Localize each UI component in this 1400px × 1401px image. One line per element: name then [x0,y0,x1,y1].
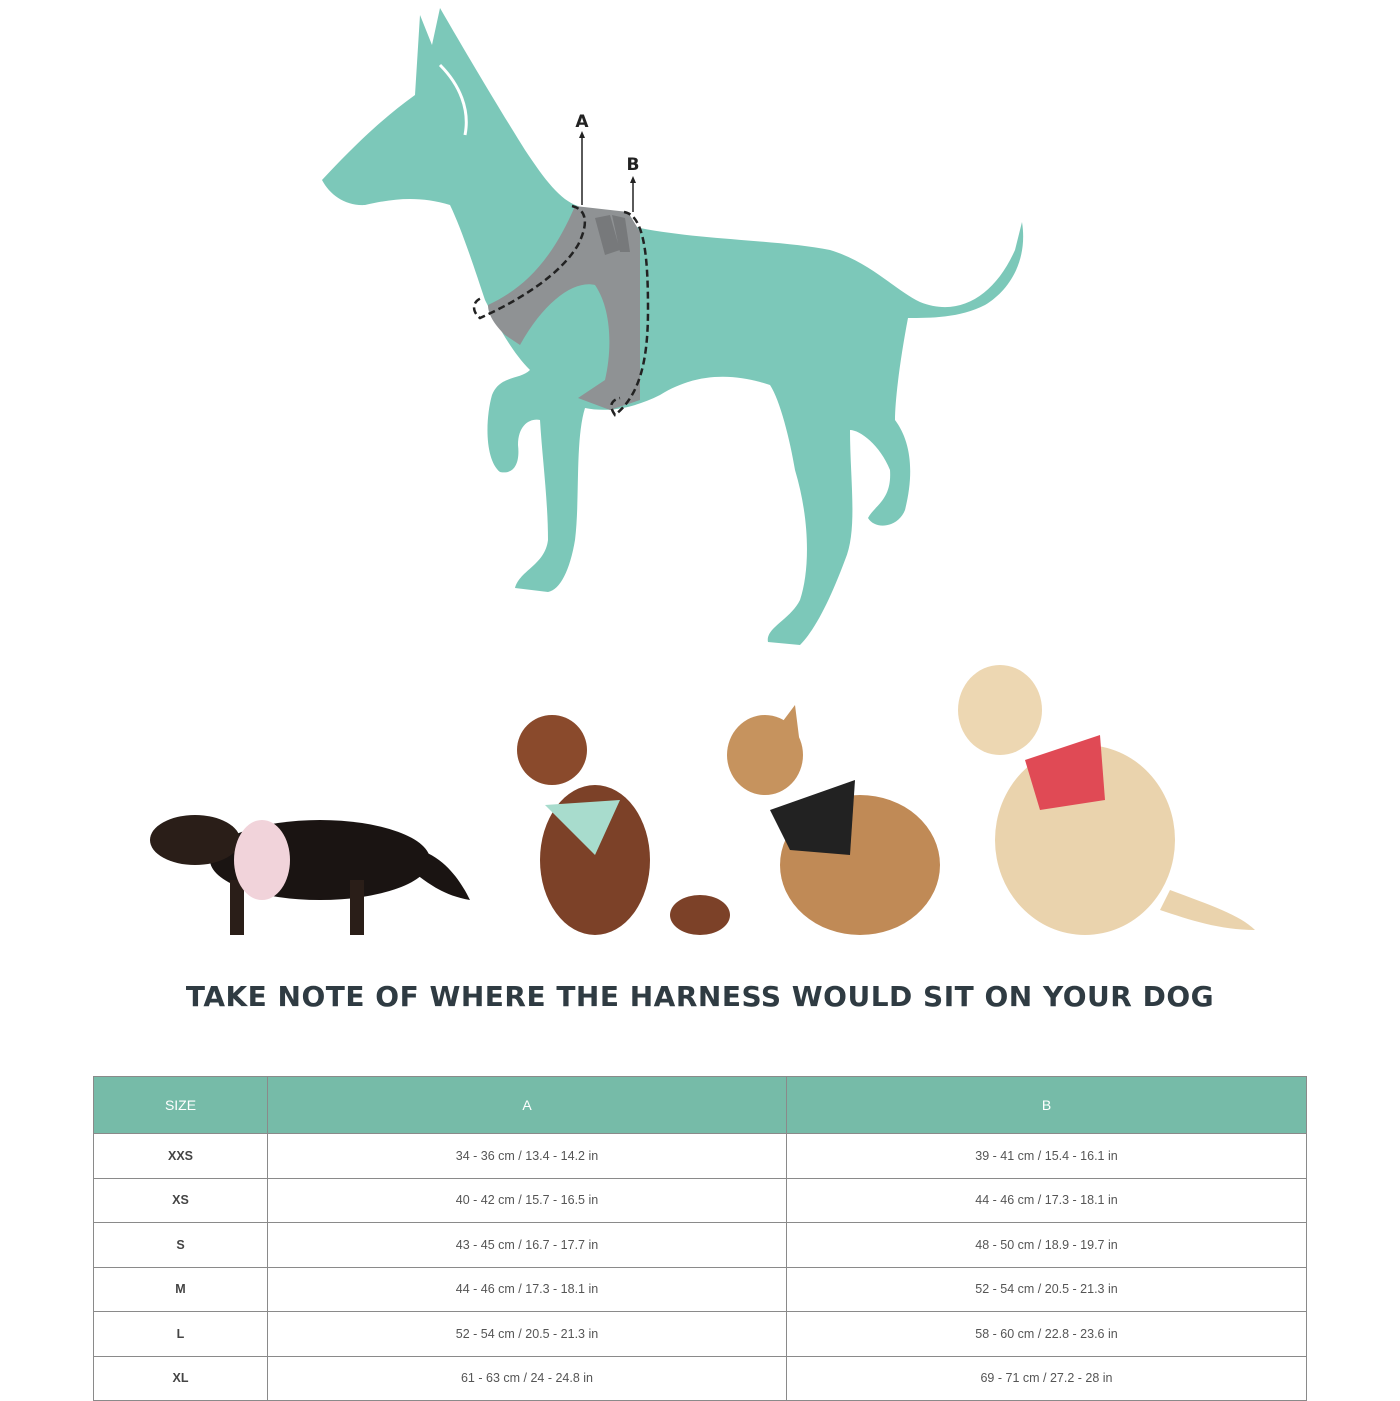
dog-silhouette [322,8,1024,645]
measurement-a-cell: 34 - 36 cm / 13.4 - 14.2 in [267,1133,787,1179]
size-cell: XXS [93,1133,268,1179]
dog-photos-row [150,665,1255,935]
measurement-a-dashed-line [472,204,586,320]
size-cell: XS [93,1177,268,1223]
photo-poodle [517,715,730,935]
measurement-b-cell: 69 - 71 cm / 27.2 - 28 in [786,1355,1307,1401]
table-row: XL 61 - 63 cm / 24 - 24.8 in 69 - 71 cm / … [93,1355,1307,1401]
size-cell: L [93,1311,268,1357]
harness-illustration [488,206,640,410]
measurement-a-cell: 52 - 54 cm / 20.5 - 21.3 in [267,1311,787,1357]
table-row: XXS 34 - 36 cm / 13.4 - 14.2 in 39 - 41 cm… [93,1133,1307,1179]
size-cell: M [93,1266,268,1312]
measurement-a-cell: 44 - 46 cm / 17.3 - 18.1 in [267,1266,787,1312]
measurement-b-cell: 58 - 60 cm / 22.8 - 23.6 in [786,1311,1307,1357]
measurement-a-cell: 40 - 42 cm / 15.7 - 16.5 in [267,1177,787,1223]
measurement-b-cell: 52 - 54 cm / 20.5 - 21.3 in [786,1266,1307,1312]
photo-dachshund [150,815,470,935]
measurement-b-dashed-line [610,210,650,417]
label-b: B [627,155,640,175]
table-row: L 52 - 54 cm / 20.5 - 21.3 in 58 - 60 cm /… [93,1311,1307,1357]
table-header-row: SIZE A B [93,1076,1307,1134]
measurement-b-cell: 44 - 46 cm / 17.3 - 18.1 in [786,1177,1307,1223]
size-cell: S [93,1222,268,1268]
size-chart-table: SIZE A B XXS 34 - 36 cm / 13.4 - 14.2 in 3… [93,1076,1307,1401]
dog-measurement-diagram: A B [322,8,1024,645]
measurement-b-cell: 48 - 50 cm / 18.9 - 19.7 in [786,1222,1307,1268]
harness-strap [595,215,630,255]
table-row: S 43 - 45 cm / 16.7 - 17.7 in 48 - 50 cm /… [93,1222,1307,1268]
table-row: XS 40 - 42 cm / 15.7 - 16.5 in 44 - 46 cm … [93,1177,1307,1223]
size-cell: XL [93,1355,268,1401]
measurement-b-cell: 39 - 41 cm / 15.4 - 16.1 in [786,1133,1307,1179]
header-a: A [267,1076,787,1134]
header-size: SIZE [93,1076,268,1134]
measurement-a-cell: 43 - 45 cm / 16.7 - 17.7 in [267,1222,787,1268]
table-row: M 44 - 46 cm / 17.3 - 18.1 in 52 - 54 cm /… [93,1266,1307,1312]
photo-french-bulldog [727,705,940,935]
ear-highlight [438,63,468,136]
photo-golden-puppy [958,665,1255,935]
header-b: B [786,1076,1307,1134]
label-a: A [575,112,589,132]
headline: TAKE NOTE OF WHERE THE HARNESS WOULD SIT… [185,980,1215,1013]
measurement-a-cell: 61 - 63 cm / 24 - 24.8 in [267,1355,787,1401]
